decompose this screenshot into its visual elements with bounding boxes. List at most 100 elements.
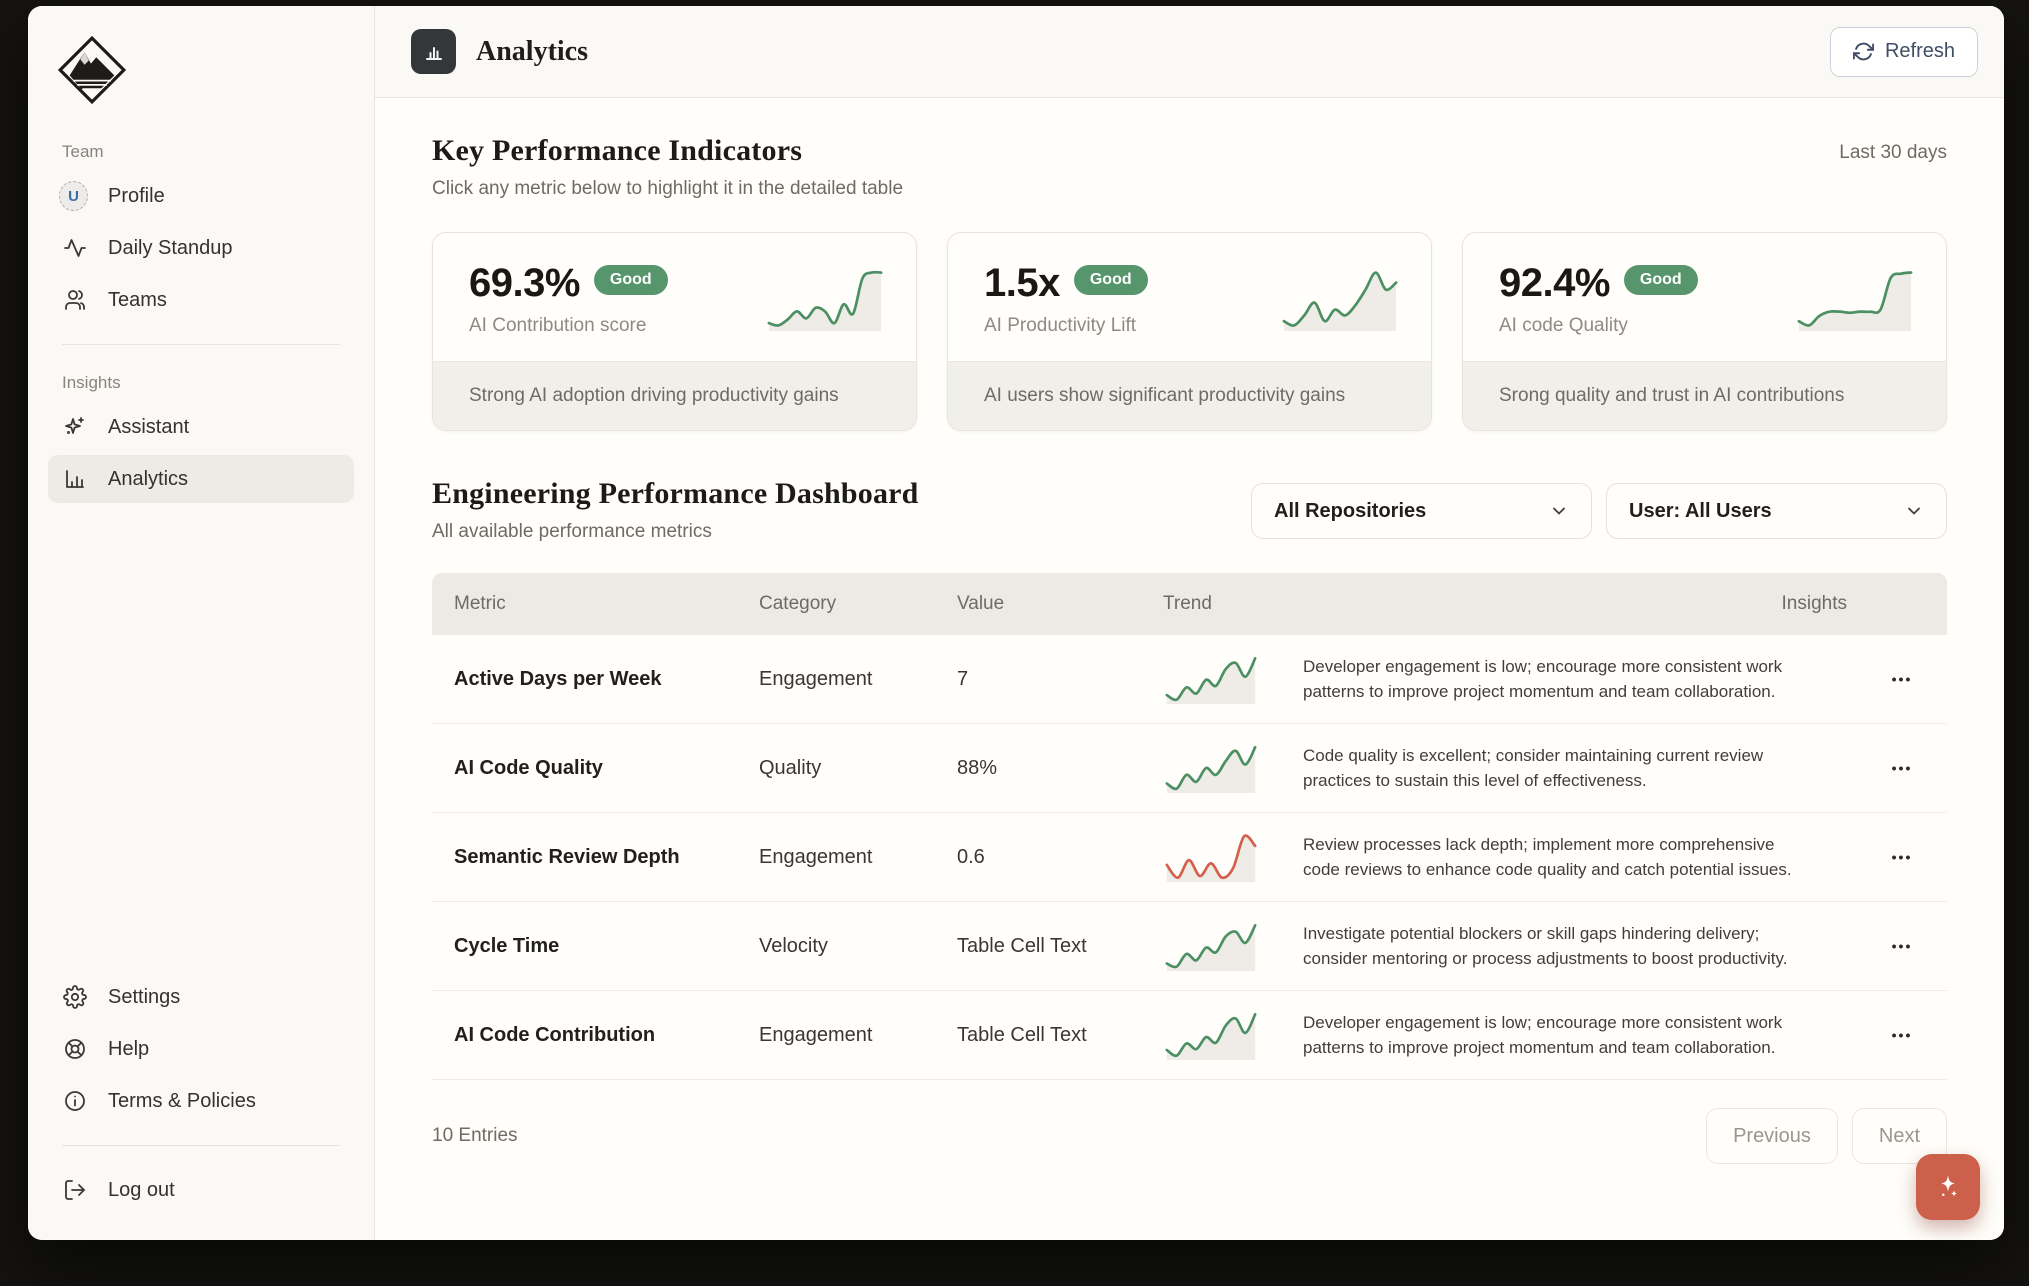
trend-sparkline bbox=[1163, 743, 1259, 793]
pagination-bar: 10 Entries Previous Next bbox=[432, 1108, 1947, 1164]
dashboard-section-subtitle: All available performance metrics bbox=[432, 521, 712, 542]
table-row[interactable]: AI Code Contribution Engagement Table Ce… bbox=[432, 991, 1947, 1080]
table-header: Metric Category Value Trend Insights bbox=[432, 573, 1947, 635]
assistant-fab-button[interactable] bbox=[1916, 1154, 1980, 1220]
sidebar-divider bbox=[62, 344, 340, 345]
trend-cell bbox=[1163, 832, 1303, 882]
kpi-label: AI code Quality bbox=[1499, 315, 1628, 336]
trend-cell bbox=[1163, 654, 1303, 704]
refresh-button[interactable]: Refresh bbox=[1829, 26, 1978, 77]
category-cell: Engagement bbox=[759, 1023, 873, 1046]
trend-cell bbox=[1163, 743, 1303, 793]
row-menu-button[interactable]: ••• bbox=[1884, 930, 1921, 962]
insight-cell: Developer engagement is low; encourage m… bbox=[1303, 656, 1783, 702]
kpi-card-footer: AI users show significant productivity g… bbox=[948, 361, 1431, 430]
dashboard-section-title: Engineering Performance Dashboard bbox=[432, 477, 919, 510]
value-cell: Table Cell Text bbox=[957, 1023, 1087, 1046]
insight-cell: Review processes lack depth; implement m… bbox=[1303, 834, 1792, 880]
kpi-period-label: Last 30 days bbox=[1839, 142, 1947, 163]
log-out-icon bbox=[62, 1177, 88, 1203]
analytics-app-icon bbox=[411, 29, 456, 74]
kpi-label: AI Productivity Lift bbox=[984, 315, 1137, 336]
sidebar-item-help[interactable]: Help bbox=[48, 1025, 354, 1073]
page-header: Analytics Refresh bbox=[375, 6, 2004, 98]
content-area: Key Performance Indicators Last 30 days … bbox=[375, 98, 2004, 1240]
row-menu-button[interactable]: ••• bbox=[1884, 752, 1921, 784]
kpi-value: 92.4% bbox=[1499, 261, 1610, 305]
sidebar-item-log-out[interactable]: Log out bbox=[48, 1166, 354, 1214]
column-header-metric: Metric bbox=[454, 593, 506, 614]
kpi-card-ai-contribution[interactable]: 69.3% Good AI Contribution score Strong … bbox=[432, 232, 917, 431]
sidebar-item-profile[interactable]: U Profile bbox=[48, 172, 354, 220]
sidebar-item-label: Help bbox=[108, 1037, 150, 1060]
kpi-sparkline bbox=[764, 267, 886, 331]
sidebar-section-insights-label: Insights bbox=[62, 373, 121, 392]
kpi-value: 1.5x bbox=[984, 261, 1060, 305]
value-cell: Table Cell Text bbox=[957, 934, 1087, 957]
trend-sparkline bbox=[1163, 832, 1259, 882]
column-header-trend: Trend bbox=[1163, 593, 1212, 614]
sidebar-section-team-label: Team bbox=[62, 142, 104, 161]
trend-cell bbox=[1163, 1010, 1303, 1060]
kpi-sparkline bbox=[1279, 267, 1401, 331]
column-header-category: Category bbox=[759, 593, 837, 614]
sidebar-item-label: Teams bbox=[108, 288, 167, 311]
status-badge: Good bbox=[1623, 264, 1698, 295]
insight-cell: Developer engagement is low; encourage m… bbox=[1303, 1012, 1783, 1058]
category-cell: Quality bbox=[759, 756, 822, 779]
category-cell: Velocity bbox=[759, 934, 828, 957]
status-badge: Good bbox=[593, 264, 668, 295]
previous-page-button[interactable]: Previous bbox=[1706, 1108, 1838, 1164]
kpi-card-footer: Srong quality and trust in AI contributi… bbox=[1463, 361, 1946, 430]
kpi-section: Key Performance Indicators Last 30 days … bbox=[432, 134, 1947, 431]
sidebar-item-label: Daily Standup bbox=[108, 236, 233, 259]
insight-cell: Code quality is excellent; consider main… bbox=[1303, 745, 1764, 791]
sidebar: Team U Profile Daily Standup Teams Insig… bbox=[28, 6, 375, 1240]
kpi-card-ai-productivity[interactable]: 1.5x Good AI Productivity Lift AI users … bbox=[947, 232, 1432, 431]
refresh-icon bbox=[1852, 42, 1874, 61]
sidebar-item-terms-policies[interactable]: Terms & Policies bbox=[48, 1077, 354, 1125]
app-window: Team U Profile Daily Standup Teams Insig… bbox=[28, 6, 2004, 1240]
mountain-logo-icon bbox=[57, 35, 127, 105]
metric-cell: AI Code Contribution bbox=[454, 1023, 656, 1046]
status-badge: Good bbox=[1073, 264, 1148, 295]
sidebar-item-daily-standup[interactable]: Daily Standup bbox=[48, 224, 354, 272]
metric-cell: Semantic Review Depth bbox=[454, 845, 680, 868]
sidebar-item-assistant[interactable]: Assistant bbox=[48, 403, 354, 451]
category-cell: Engagement bbox=[759, 667, 873, 690]
value-cell: 88% bbox=[957, 756, 998, 779]
life-buoy-icon bbox=[62, 1036, 88, 1062]
trend-sparkline bbox=[1163, 654, 1259, 704]
row-menu-button[interactable]: ••• bbox=[1884, 663, 1921, 695]
chevron-down-icon bbox=[1908, 507, 1920, 515]
info-circle-icon bbox=[62, 1088, 88, 1114]
sidebar-item-teams[interactable]: Teams bbox=[48, 276, 354, 324]
table-row[interactable]: Cycle Time Velocity Table Cell Text Inve… bbox=[432, 902, 1947, 991]
column-header-insights: Insights bbox=[1781, 593, 1847, 614]
insight-cell: Investigate potential blockers or skill … bbox=[1303, 923, 1788, 969]
metric-cell: AI Code Quality bbox=[454, 756, 603, 779]
table-row[interactable]: Semantic Review Depth Engagement 0.6 Rev… bbox=[432, 813, 1947, 902]
kpi-card-ai-code-quality[interactable]: 92.4% Good AI code Quality Srong quality… bbox=[1462, 232, 1947, 431]
table-row[interactable]: Active Days per Week Engagement 7 Develo… bbox=[432, 635, 1947, 724]
row-menu-button[interactable]: ••• bbox=[1884, 841, 1921, 873]
table-row[interactable]: AI Code Quality Quality 88% Code quality… bbox=[432, 724, 1947, 813]
sidebar-item-label: Settings bbox=[108, 985, 181, 1008]
dashboard-section: Engineering Performance Dashboard All av… bbox=[432, 477, 1947, 1164]
gear-icon bbox=[62, 984, 88, 1010]
user-filter-dropdown[interactable]: User: All Users bbox=[1606, 483, 1947, 539]
row-menu-button[interactable]: ••• bbox=[1884, 1019, 1921, 1051]
category-cell: Engagement bbox=[759, 845, 873, 868]
kpi-section-title: Key Performance Indicators bbox=[432, 134, 803, 167]
sidebar-item-analytics[interactable]: Analytics bbox=[48, 455, 354, 503]
kpi-label: AI Contribution score bbox=[469, 315, 647, 336]
sparkle-icon bbox=[1941, 1175, 1958, 1197]
repositories-filter-dropdown[interactable]: All Repositories bbox=[1251, 483, 1592, 539]
value-cell: 0.6 bbox=[957, 845, 985, 868]
page-title: Analytics bbox=[476, 35, 588, 67]
metric-cell: Active Days per Week bbox=[454, 667, 662, 690]
users-icon bbox=[62, 287, 88, 313]
trend-sparkline bbox=[1163, 921, 1259, 971]
sidebar-item-settings[interactable]: Settings bbox=[48, 973, 354, 1021]
user-avatar-icon: U bbox=[59, 181, 88, 211]
